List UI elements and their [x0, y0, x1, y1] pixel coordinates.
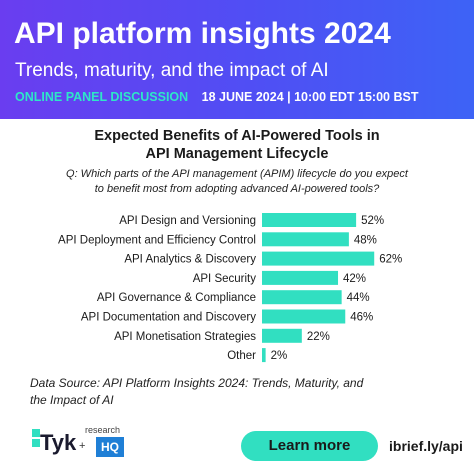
category-label: API Deployment and Efficiency Control — [58, 234, 256, 246]
value-label: 44% — [347, 292, 370, 304]
header-banner: API platform insights 2024 Trends, matur… — [0, 0, 474, 119]
plus-sign: + — [79, 440, 86, 452]
category-label: API Monetisation Strategies — [114, 331, 256, 343]
bar — [262, 309, 346, 324]
tyk-logo-text: Tyk — [40, 430, 77, 455]
category-label: API Governance & Compliance — [97, 292, 256, 304]
bar — [262, 213, 357, 227]
bar — [262, 348, 266, 363]
event-datetime: 18 JUNE 2024 | 10:00 EDT 15:00 BST — [201, 90, 419, 104]
value-label: 48% — [354, 234, 377, 246]
data-source-line1: Data Source: API Platform Insights 2024:… — [30, 376, 364, 390]
tyk-logo: Tyk — [30, 423, 78, 462]
chart-question-line1: Q: Which parts of the API management (AP… — [66, 168, 408, 180]
chart-title-line1: Expected Benefits of AI-Powered Tools in — [94, 128, 380, 144]
value-label: 42% — [343, 273, 366, 285]
bar-chart: API Design and Versioning 52% API Deployme… — [58, 213, 402, 363]
bar — [262, 328, 302, 343]
hq-logo: HQ — [96, 437, 124, 457]
chart-question-line2: to benefit most from adopting advanced A… — [94, 183, 380, 195]
data-source-line2: the Impact of AI — [30, 393, 114, 407]
bar — [262, 290, 342, 305]
bar — [262, 232, 349, 247]
category-label: Other — [227, 350, 256, 362]
value-label: 22% — [307, 331, 330, 343]
value-label: 52% — [361, 215, 384, 227]
page-title: API platform insights 2024 — [14, 17, 391, 50]
category-label: API Analytics & Discovery — [124, 254, 256, 266]
category-label: API Security — [193, 273, 257, 285]
chart-title-line2: API Management Lifecycle — [145, 146, 329, 162]
event-tag: ONLINE PANEL DISCUSSION — [15, 90, 189, 104]
category-label: API Documentation and Discovery — [81, 312, 256, 324]
learn-more-button[interactable]: Learn more — [241, 431, 378, 461]
value-label: 2% — [271, 350, 288, 362]
bar — [262, 270, 339, 285]
research-label: research — [85, 425, 121, 435]
event-meta: ONLINE PANEL DISCUSSION 18 JUNE 2024 | 1… — [15, 90, 418, 104]
page-subtitle: Trends, maturity, and the impact of AI — [15, 60, 329, 81]
category-label: API Design and Versioning — [119, 215, 256, 227]
ibrief-link[interactable]: ibrief.ly/api — [389, 438, 463, 454]
bar — [262, 251, 375, 266]
value-label: 62% — [379, 254, 402, 266]
value-label: 46% — [350, 312, 373, 324]
